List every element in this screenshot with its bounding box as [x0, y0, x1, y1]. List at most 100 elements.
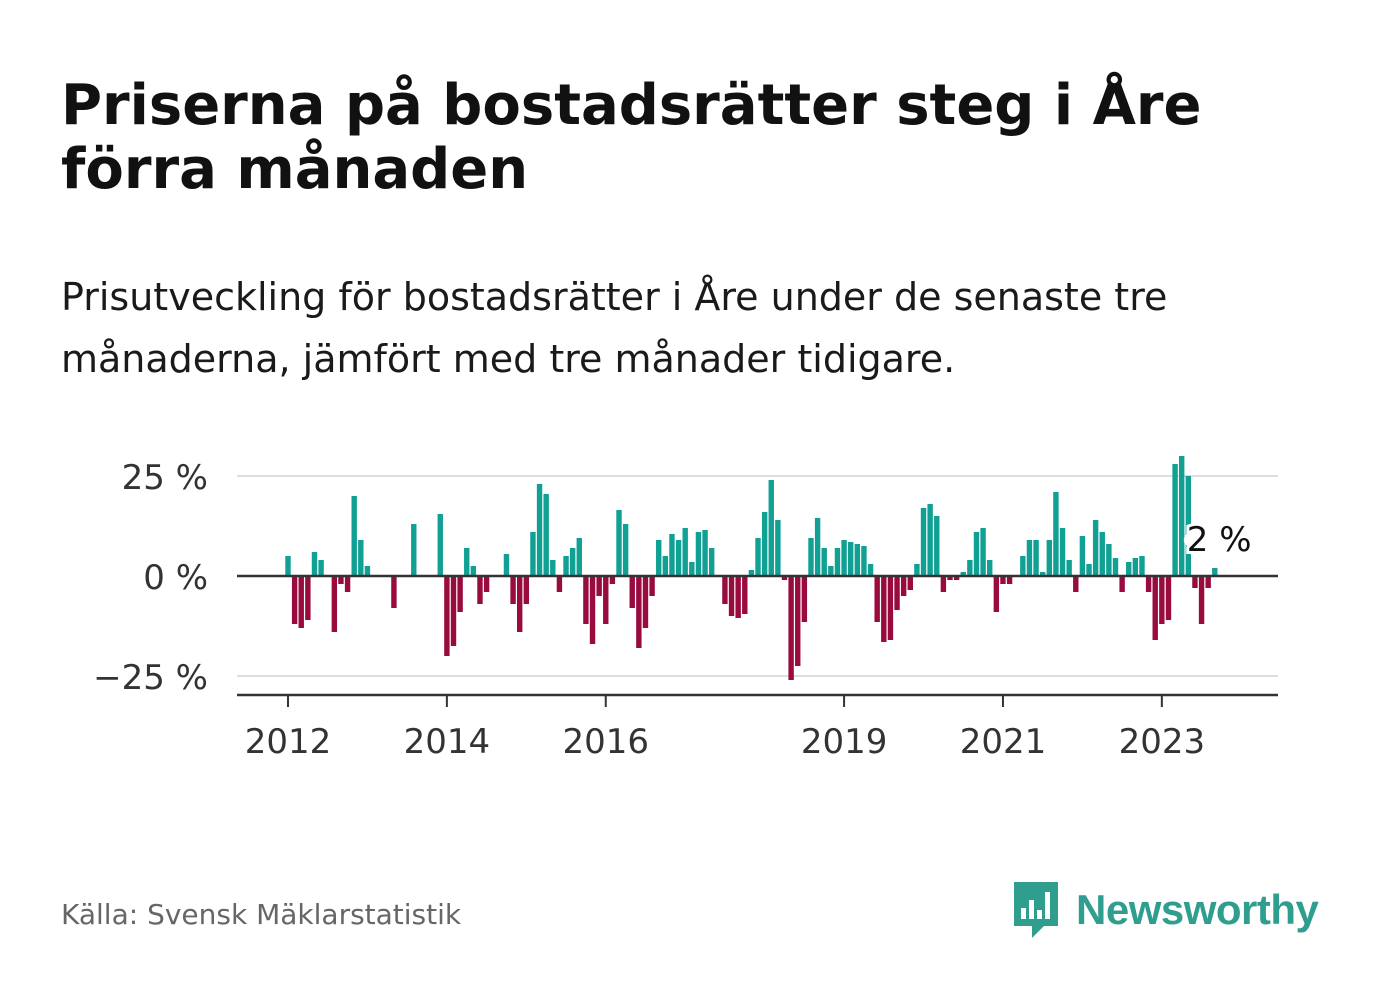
bar [1126, 562, 1132, 576]
bar [589, 576, 596, 644]
bar [1046, 540, 1052, 576]
source-note: Källa: Svensk Mäklarstatistik [61, 898, 462, 931]
bar [331, 576, 338, 632]
bar [569, 548, 576, 576]
bar [907, 576, 913, 590]
bar [702, 530, 708, 576]
axes [237, 574, 1278, 707]
bar [391, 576, 397, 608]
bar [980, 528, 986, 576]
bar [953, 576, 960, 580]
bar [934, 516, 940, 576]
bar [318, 560, 324, 576]
bar [867, 564, 874, 576]
bar [1073, 576, 1079, 592]
bar [814, 518, 821, 576]
bar [483, 576, 490, 592]
bar [748, 570, 755, 576]
bar [808, 538, 814, 576]
bar [722, 576, 728, 604]
bar [662, 556, 669, 576]
bar [543, 494, 549, 576]
bar [927, 504, 933, 576]
bar [1185, 476, 1192, 576]
bar [834, 548, 841, 576]
annotation-label: 2 % [1187, 520, 1252, 560]
bar [1159, 576, 1165, 624]
bar [523, 576, 530, 604]
bar [536, 484, 543, 576]
bar [1192, 576, 1198, 588]
bar [689, 562, 695, 576]
bar [1132, 558, 1139, 576]
bar [1020, 556, 1026, 576]
bar [364, 566, 371, 576]
bar [311, 552, 318, 576]
bar [457, 576, 463, 612]
bar [801, 576, 808, 622]
bar [781, 576, 788, 580]
bar [464, 548, 470, 576]
bar [881, 576, 887, 642]
x-tick-label: 2012 [245, 722, 332, 762]
gridlines [237, 475, 1278, 677]
newsworthy-logo: Newsworthy [1010, 878, 1319, 942]
bar [1152, 576, 1158, 640]
bar [728, 576, 735, 616]
bar [887, 576, 894, 640]
bar [669, 534, 675, 576]
bar [1066, 560, 1072, 576]
bar [1026, 540, 1033, 576]
bar [1092, 520, 1099, 576]
bar [1053, 492, 1059, 576]
bar [708, 548, 715, 576]
bar [993, 576, 1000, 612]
bar [1165, 576, 1172, 620]
bar [550, 560, 556, 576]
bar [768, 480, 774, 576]
bar [530, 532, 536, 576]
bar [987, 560, 993, 576]
bar [735, 576, 741, 618]
bar [285, 556, 291, 576]
bar [1033, 540, 1039, 576]
bar [622, 524, 629, 576]
bar [1172, 464, 1178, 576]
bar [1179, 456, 1185, 576]
bar [973, 532, 980, 576]
bar [1059, 528, 1066, 576]
bar [795, 576, 801, 666]
bar [940, 576, 947, 592]
bar [861, 546, 867, 576]
bar [967, 560, 973, 576]
bar [1205, 576, 1211, 588]
bar [338, 576, 344, 584]
bar [821, 548, 827, 576]
bar [510, 576, 516, 604]
bar [596, 576, 602, 596]
bar [755, 538, 761, 576]
bar [682, 528, 688, 576]
x-tick-label: 2014 [404, 722, 491, 762]
bar [1079, 536, 1086, 576]
bar [828, 566, 834, 576]
bar [1139, 556, 1145, 576]
bar [583, 576, 589, 624]
bar [1039, 572, 1046, 576]
bar [358, 540, 364, 576]
bar [1145, 576, 1152, 592]
chart-subtitle: Prisutveckling för bostadsrätter i Åre u… [61, 275, 1168, 381]
bar [344, 576, 351, 592]
bar [636, 576, 642, 648]
bar [503, 554, 510, 576]
chart-title: Priserna på bostadsrätter steg i Åre för… [61, 73, 1202, 202]
bar [437, 514, 443, 576]
x-tick-label: 2023 [1119, 722, 1206, 762]
bar-chart-speech-bubble-icon [1014, 882, 1058, 938]
bars [285, 456, 1218, 680]
bar [450, 576, 457, 646]
bar [1112, 558, 1119, 576]
bar [616, 510, 622, 576]
bar [960, 572, 966, 576]
bar [874, 576, 880, 622]
